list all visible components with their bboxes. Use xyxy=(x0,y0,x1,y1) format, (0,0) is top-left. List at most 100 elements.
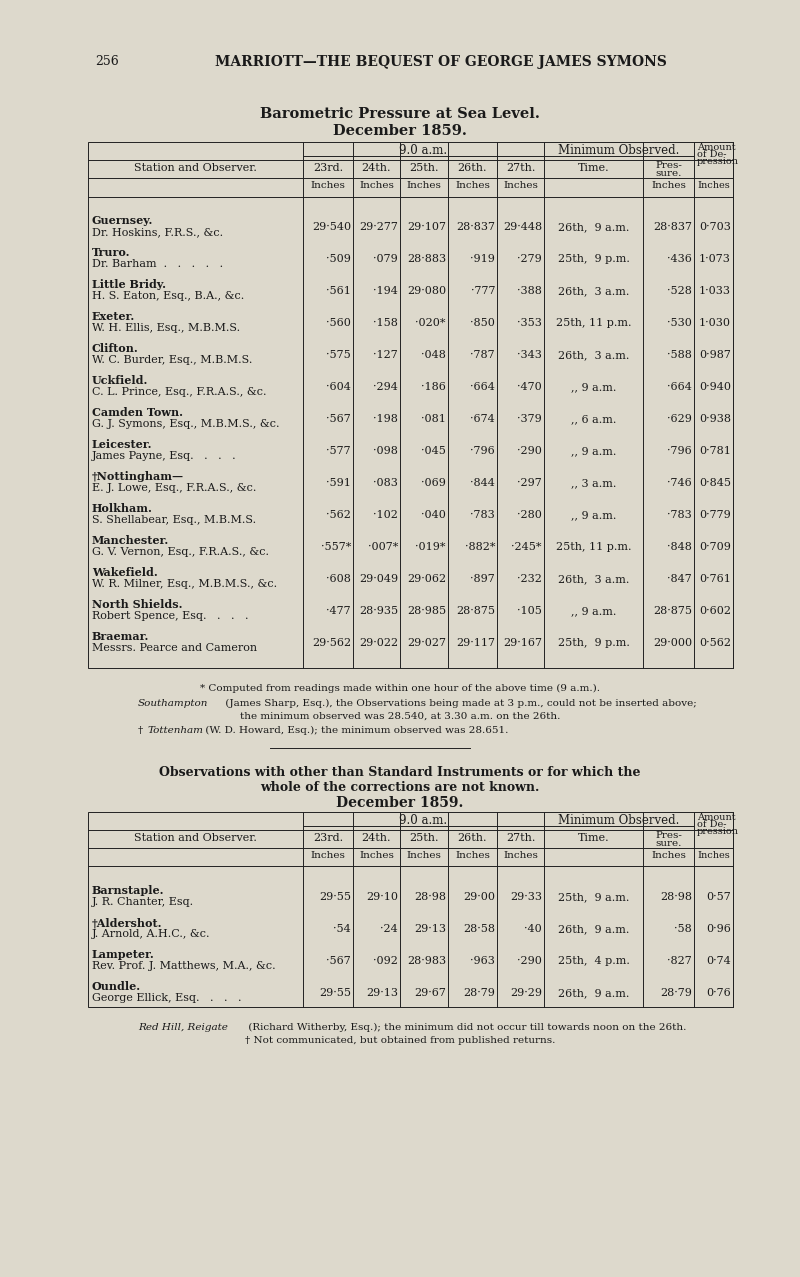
Text: sure.: sure. xyxy=(655,839,682,848)
Text: W. R. Milner, Esq., M.B.M.S., &c.: W. R. Milner, Esq., M.B.M.S., &c. xyxy=(92,578,277,589)
Text: (W. D. Howard, Esq.); the minimum observed was 28.651.: (W. D. Howard, Esq.); the minimum observ… xyxy=(202,727,508,736)
Text: ·048: ·048 xyxy=(421,350,446,360)
Text: 28·79: 28·79 xyxy=(463,988,495,999)
Text: ·848: ·848 xyxy=(667,541,692,552)
Text: Manchester.: Manchester. xyxy=(92,535,170,547)
Text: 26th,  9 a.m.: 26th, 9 a.m. xyxy=(558,222,629,232)
Text: 28·983: 28·983 xyxy=(407,956,446,965)
Text: of De-: of De- xyxy=(697,149,726,160)
Text: Inches: Inches xyxy=(359,850,394,859)
Text: Inches: Inches xyxy=(406,181,442,190)
Text: December 1859.: December 1859. xyxy=(336,796,464,810)
Text: ·079: ·079 xyxy=(374,254,398,264)
Text: ·530: ·530 xyxy=(667,318,692,328)
Text: ·787: ·787 xyxy=(470,350,495,360)
Text: Pres-: Pres- xyxy=(655,831,682,840)
Text: Wakefield.: Wakefield. xyxy=(92,567,158,578)
Text: 28·98: 28·98 xyxy=(414,893,446,902)
Text: 26th,  3 a.m.: 26th, 3 a.m. xyxy=(558,350,629,360)
Text: Inches: Inches xyxy=(455,181,490,190)
Text: ·882*: ·882* xyxy=(465,541,495,552)
Text: ·045: ·045 xyxy=(421,446,446,456)
Text: Inches: Inches xyxy=(503,181,538,190)
Text: Inches: Inches xyxy=(651,181,686,190)
Text: S. Shellabear, Esq., M.B.M.S.: S. Shellabear, Esq., M.B.M.S. xyxy=(92,515,256,525)
Text: ·007*: ·007* xyxy=(368,541,398,552)
Text: 24th.: 24th. xyxy=(362,163,391,172)
Text: ·24: ·24 xyxy=(380,925,398,933)
Text: ·562: ·562 xyxy=(326,510,351,520)
Text: ·388: ·388 xyxy=(517,286,542,296)
Text: ·290: ·290 xyxy=(517,956,542,965)
Text: Inches: Inches xyxy=(503,850,538,859)
Text: 29·049: 29·049 xyxy=(359,573,398,584)
Text: ·509: ·509 xyxy=(326,254,351,264)
Text: 26th,  9 a.m.: 26th, 9 a.m. xyxy=(558,925,629,933)
Text: 1·030: 1·030 xyxy=(699,318,731,328)
Text: 28·837: 28·837 xyxy=(653,222,692,232)
Text: ·40: ·40 xyxy=(524,925,542,933)
Text: 29·117: 29·117 xyxy=(456,638,495,647)
Text: December 1859.: December 1859. xyxy=(333,124,467,138)
Text: 27th.: 27th. xyxy=(506,163,535,172)
Text: 25th.: 25th. xyxy=(410,163,438,172)
Text: 29·00: 29·00 xyxy=(463,893,495,902)
Text: Minimum Observed.: Minimum Observed. xyxy=(558,144,680,157)
Text: Oundle.: Oundle. xyxy=(92,981,141,992)
Text: 25th,  9 p.m.: 25th, 9 p.m. xyxy=(558,254,630,264)
Text: Inches: Inches xyxy=(359,181,394,190)
Text: Inches: Inches xyxy=(651,850,686,859)
Text: 9.0 a.m.: 9.0 a.m. xyxy=(399,813,447,827)
Text: ·577: ·577 xyxy=(326,446,351,456)
Text: ·158: ·158 xyxy=(373,318,398,328)
Text: ·294: ·294 xyxy=(373,382,398,392)
Text: 29·67: 29·67 xyxy=(414,988,446,999)
Text: 0·76: 0·76 xyxy=(706,988,731,999)
Text: 1·033: 1·033 xyxy=(699,286,731,296)
Bar xyxy=(88,812,733,1008)
Text: ·58: ·58 xyxy=(674,925,692,933)
Text: 29·022: 29·022 xyxy=(359,638,398,647)
Text: Dr. Hoskins, F.R.S., &c.: Dr. Hoskins, F.R.S., &c. xyxy=(92,227,223,238)
Text: 0·781: 0·781 xyxy=(699,446,731,456)
Text: 1·073: 1·073 xyxy=(699,254,731,264)
Text: 28·875: 28·875 xyxy=(653,607,692,616)
Text: ·796: ·796 xyxy=(470,446,495,456)
Text: Amount: Amount xyxy=(697,143,736,152)
Text: Holkham.: Holkham. xyxy=(92,503,153,515)
Text: pression: pression xyxy=(697,157,739,166)
Text: ·557*: ·557* xyxy=(321,541,351,552)
Text: 29·13: 29·13 xyxy=(366,988,398,999)
Text: ·629: ·629 xyxy=(667,414,692,424)
Text: 29·29: 29·29 xyxy=(510,988,542,999)
Text: 0·602: 0·602 xyxy=(699,607,731,616)
Text: C. L. Prince, Esq., F.R.A.S., &c.: C. L. Prince, Esq., F.R.A.S., &c. xyxy=(92,387,266,397)
Text: ·783: ·783 xyxy=(667,510,692,520)
Text: 0·845: 0·845 xyxy=(699,478,731,488)
Text: 0·562: 0·562 xyxy=(699,638,731,647)
Text: Dr. Barham  .   .   .   .   .: Dr. Barham . . . . . xyxy=(92,259,223,269)
Text: 29·10: 29·10 xyxy=(366,893,398,902)
Text: ·040: ·040 xyxy=(421,510,446,520)
Text: G. V. Vernon, Esq., F.R.A.S., &c.: G. V. Vernon, Esq., F.R.A.S., &c. xyxy=(92,547,269,557)
Text: 0·703: 0·703 xyxy=(699,222,731,232)
Text: 256: 256 xyxy=(95,55,118,68)
Text: sure.: sure. xyxy=(655,169,682,178)
Text: ·674: ·674 xyxy=(470,414,495,424)
Text: J. R. Chanter, Esq.: J. R. Chanter, Esq. xyxy=(92,896,194,907)
Text: pression: pression xyxy=(697,827,739,836)
Text: ·186: ·186 xyxy=(421,382,446,392)
Text: ·092: ·092 xyxy=(373,956,398,965)
Text: 0·779: 0·779 xyxy=(699,510,731,520)
Text: 29·000: 29·000 xyxy=(653,638,692,647)
Text: 25th,  4 p.m.: 25th, 4 p.m. xyxy=(558,956,630,965)
Text: ·561: ·561 xyxy=(326,286,351,296)
Text: whole of the corrections are not known.: whole of the corrections are not known. xyxy=(260,782,540,794)
Text: ·575: ·575 xyxy=(326,350,351,360)
Text: Southampton: Southampton xyxy=(138,699,208,707)
Text: 28·985: 28·985 xyxy=(407,607,446,616)
Text: 28·837: 28·837 xyxy=(456,222,495,232)
Text: 29·080: 29·080 xyxy=(407,286,446,296)
Text: Inches: Inches xyxy=(310,181,346,190)
Text: Little Bridy.: Little Bridy. xyxy=(92,278,166,290)
